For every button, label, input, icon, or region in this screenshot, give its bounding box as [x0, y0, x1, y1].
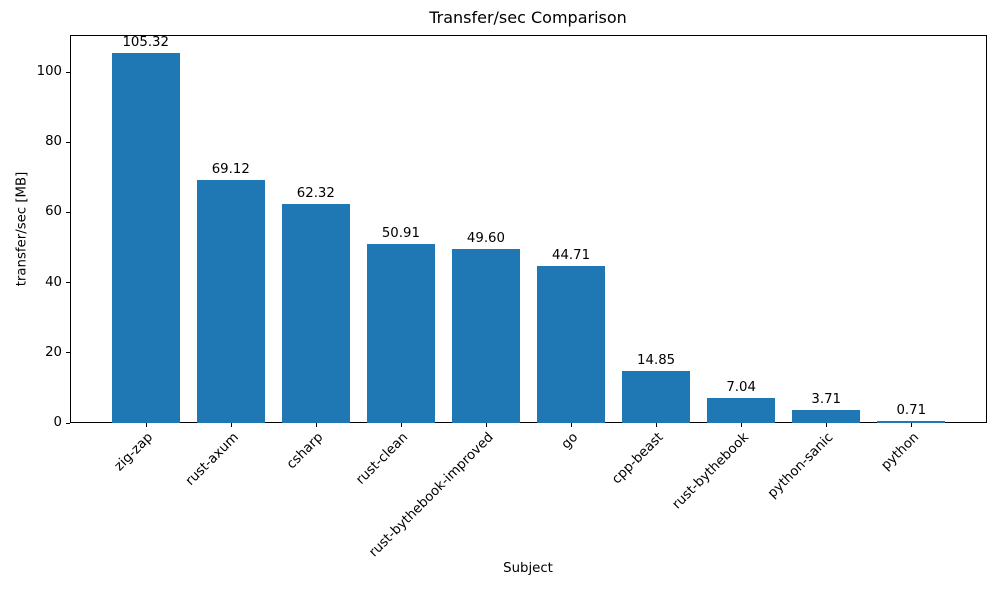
x-tick: [230, 423, 232, 427]
bar-value-label: 69.12: [211, 162, 250, 178]
x-tick-label: zig-zap: [112, 430, 157, 475]
x-tick: [741, 423, 743, 427]
y-tick: [66, 352, 70, 354]
y-tick: [66, 282, 70, 284]
y-tick: [66, 71, 70, 73]
y-tick-label: 80: [45, 134, 62, 150]
x-tick-label: python-sanic: [765, 430, 837, 502]
bar-value-label: 14.85: [637, 352, 676, 368]
bar-value-label: 7.04: [726, 380, 756, 396]
x-tick-label: go: [559, 430, 582, 453]
chart-title: Transfer/sec Comparison: [429, 8, 627, 27]
y-tick: [66, 211, 70, 213]
x-tick: [145, 423, 147, 427]
bar: [281, 204, 350, 423]
bar: [111, 53, 180, 423]
bar-value-label: 50.91: [381, 226, 420, 242]
x-tick: [911, 423, 913, 427]
bar: [196, 180, 265, 423]
y-tick-label: 60: [45, 204, 62, 220]
bar: [792, 409, 861, 423]
x-tick-label: cpp-beast: [609, 430, 667, 488]
bar-value-label: 0.71: [896, 402, 927, 418]
bar-value-label: 44.71: [551, 248, 591, 264]
x-tick-label: csharp: [284, 430, 327, 473]
plot-area: [70, 35, 987, 423]
x-tick: [571, 423, 573, 427]
x-tick: [485, 423, 487, 427]
bar: [451, 248, 520, 423]
bar-value-label: 3.71: [811, 391, 842, 407]
bar: [537, 266, 606, 423]
bar: [877, 420, 946, 423]
y-tick-label: 0: [53, 415, 62, 430]
y-tick-label: 100: [36, 64, 62, 80]
y-tick-label: 20: [45, 344, 62, 360]
bar-value-label: 105.32: [122, 35, 169, 51]
x-tick: [315, 423, 317, 427]
x-tick-label: rust-axum: [182, 430, 242, 489]
x-tick: [656, 423, 658, 427]
bar: [366, 244, 435, 423]
bar: [707, 398, 776, 423]
x-tick-label: rust-bythebook: [669, 430, 752, 513]
y-tick: [66, 422, 70, 424]
y-tick: [66, 141, 70, 143]
x-tick: [400, 423, 402, 427]
bar-value-label: 62.32: [296, 186, 335, 202]
bar: [622, 370, 691, 423]
x-tick-label: rust-clean: [353, 430, 412, 488]
x-tick: [826, 423, 828, 427]
y-tick-label: 40: [45, 274, 62, 290]
x-tick-label: python: [878, 430, 922, 474]
bar-value-label: 49.60: [466, 230, 505, 246]
y-axis-label: transfer/sec [MB]: [14, 171, 30, 287]
x-axis-label: Subject: [503, 561, 553, 576]
